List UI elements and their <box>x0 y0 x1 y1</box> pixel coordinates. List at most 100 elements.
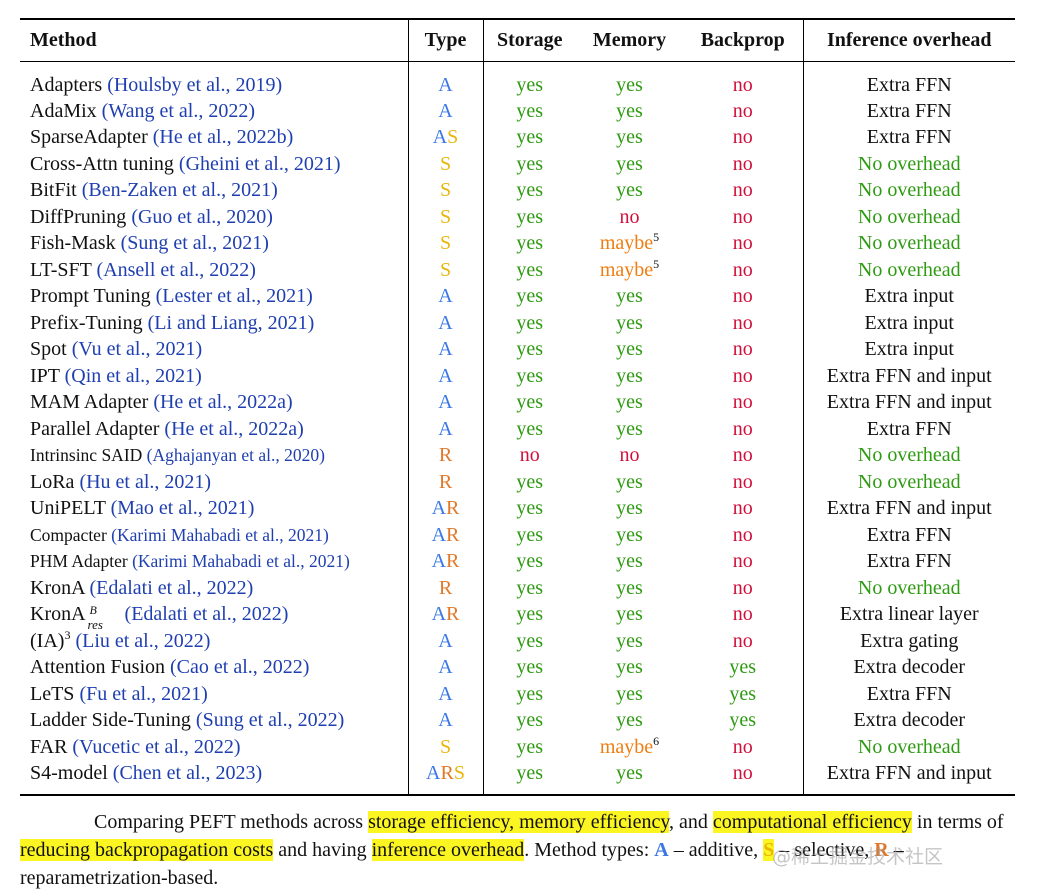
storage-cell: yes <box>482 521 576 548</box>
memory-cell: yes <box>576 98 683 125</box>
memory-value: maybe <box>599 258 654 281</box>
storage-value: yes <box>516 735 544 758</box>
method-name: IPT <box>30 364 60 387</box>
inference-value: Extra FFN <box>866 550 952 573</box>
type-letter: A <box>426 762 441 784</box>
method-cell: Attention Fusion (Cao et al., 2022) <box>20 654 408 681</box>
backprop-value: no <box>732 152 753 175</box>
inference-value: Extra input <box>864 338 954 361</box>
storage-cell: yes <box>482 309 576 336</box>
memory-footnote: 6 <box>653 733 660 748</box>
header-backprop: Backprop <box>700 28 785 51</box>
type-cell: AR <box>407 601 483 628</box>
inference-cell: No overhead <box>802 468 1015 495</box>
inference-value: No overhead <box>857 444 961 467</box>
type-letter: A <box>438 338 453 361</box>
inference-value: Extra decoder <box>853 709 966 732</box>
inference-cell: No overhead <box>802 442 1015 469</box>
type-cell: AR <box>407 548 483 575</box>
table-caption: Comparing PEFT methods across storage ef… <box>20 808 1020 892</box>
inference-value: No overhead <box>857 470 961 493</box>
backprop-value: no <box>732 497 753 520</box>
type-letter: S <box>439 205 452 228</box>
backprop-value: yes <box>729 656 757 679</box>
method-name: LT-SFT <box>30 258 92 281</box>
method-name: AdaMix <box>30 99 97 122</box>
caption-text-3: in terms of <box>911 811 1004 833</box>
inference-cell: Extra FFN and input <box>802 760 1015 795</box>
method-citation: (Hu et al., 2021) <box>79 470 212 493</box>
memory-cell: no <box>576 204 683 231</box>
method-citation: (Vu et al., 2021) <box>71 338 203 361</box>
memory-value: yes <box>616 550 643 573</box>
backprop-cell: no <box>683 283 803 310</box>
method-cell: Cross-Attn tuning (Gheini et al., 2021) <box>20 151 408 178</box>
storage-cell: yes <box>482 124 576 151</box>
backprop-cell: no <box>683 98 803 125</box>
type-cell: S <box>407 177 483 204</box>
method-name: (IA) <box>30 629 65 652</box>
storage-value: yes <box>516 656 544 679</box>
memory-cell: yes <box>576 495 683 522</box>
type-letter: A <box>432 126 448 149</box>
inference-value: Extra FFN and input <box>826 364 992 387</box>
method-cell: UniPELT (Mao et al., 2021) <box>20 495 408 522</box>
method-cell: LT-SFT (Ansell et al., 2022) <box>20 257 408 284</box>
storage-cell: yes <box>482 415 576 442</box>
type-letter: S <box>439 179 452 202</box>
memory-value: no <box>619 444 640 467</box>
type-letter: A <box>438 311 453 334</box>
backprop-value: no <box>732 576 753 599</box>
memory-cell: yes <box>576 707 683 734</box>
storage-value: yes <box>516 550 544 573</box>
inference-cell: Extra linear layer <box>802 601 1015 628</box>
method-citation: (Houlsby et al., 2019) <box>107 73 283 96</box>
backprop-cell: no <box>683 230 803 257</box>
memory-value: yes <box>616 338 643 361</box>
type-cell: R <box>407 574 483 601</box>
type-letter: A <box>431 497 447 520</box>
backprop-value: no <box>732 126 753 149</box>
storage-value: yes <box>516 391 544 414</box>
memory-value: yes <box>616 603 643 626</box>
inference-cell: Extra FFN <box>802 415 1015 442</box>
inference-value: Extra input <box>864 285 954 308</box>
storage-cell: yes <box>482 177 576 204</box>
memory-cell: yes <box>576 681 683 708</box>
method-citation: (Ben-Zaken et al., 2021) <box>81 179 278 202</box>
inference-cell: Extra FFN <box>802 61 1015 98</box>
storage-value: yes <box>516 523 544 546</box>
memory-value: yes <box>616 152 643 175</box>
method-citation: (Sung et al., 2022) <box>195 709 345 732</box>
type-cell: A <box>407 362 483 389</box>
backprop-cell: no <box>683 628 803 655</box>
type-letter: R <box>438 470 453 493</box>
memory-cell: yes <box>576 389 683 416</box>
method-citation: (Li and Liang, 2021) <box>147 311 315 334</box>
backprop-cell: no <box>683 61 803 98</box>
type-cell: A <box>407 283 483 310</box>
method-citation: (Fu et al., 2021) <box>79 682 208 705</box>
storage-cell: yes <box>482 150 576 177</box>
backprop-cell: yes <box>683 707 803 734</box>
storage-value: yes <box>516 709 544 732</box>
storage-value: yes <box>516 152 544 175</box>
method-citation: (Karimi Mahabadi et al., 2021) <box>132 551 350 572</box>
memory-value: yes <box>616 99 643 122</box>
inference-cell: No overhead <box>802 230 1015 257</box>
backprop-cell: no <box>683 204 803 231</box>
backprop-value: no <box>732 417 753 440</box>
type-letter: R <box>446 497 460 520</box>
memory-value: yes <box>616 311 643 334</box>
inference-value: Extra FFN and input <box>826 497 992 520</box>
backprop-cell: no <box>683 522 803 549</box>
memory-cell: yes <box>576 469 683 496</box>
backprop-value: no <box>732 338 753 361</box>
inference-value: Extra FFN <box>866 126 952 149</box>
memory-value: yes <box>616 762 643 784</box>
storage-cell: yes <box>482 389 576 416</box>
